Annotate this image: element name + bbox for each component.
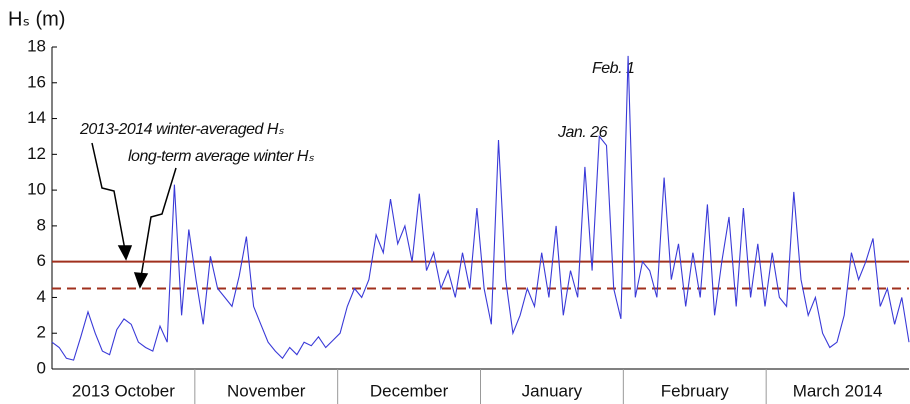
month-label: December xyxy=(370,381,449,400)
month-label: November xyxy=(227,381,306,400)
y-tick-label: 10 xyxy=(27,180,46,199)
y-tick-label: 8 xyxy=(37,215,46,234)
arrow xyxy=(91,142,126,251)
peak-annotation: Feb. 1 xyxy=(592,60,634,77)
reference-label: 2013-2014 winter-averaged Hₛ xyxy=(79,121,285,138)
data-line xyxy=(51,55,910,361)
arrowhead xyxy=(133,272,149,289)
reference-label: long-term average winter Hₛ xyxy=(128,148,315,165)
y-tick-label: 6 xyxy=(37,251,46,270)
y-axis-label: Hₛ (m) xyxy=(8,8,65,30)
y-tick-label: 18 xyxy=(27,36,46,55)
y-tick-label: 4 xyxy=(37,287,46,306)
y-tick-label: 12 xyxy=(27,144,46,163)
arrowhead xyxy=(117,245,133,261)
y-tick-label: 14 xyxy=(27,108,46,127)
y-tick-label: 0 xyxy=(37,358,46,377)
month-label: 2013 October xyxy=(72,381,175,400)
arrow xyxy=(140,167,177,278)
month-label: January xyxy=(522,381,583,400)
month-label: February xyxy=(661,381,730,400)
month-label: March 2014 xyxy=(793,381,883,400)
y-tick-label: 16 xyxy=(27,72,46,91)
y-tick-label: 2 xyxy=(37,323,46,342)
annotation-arrows xyxy=(91,142,177,289)
peak-annotation: Jan. 26 xyxy=(557,124,608,141)
